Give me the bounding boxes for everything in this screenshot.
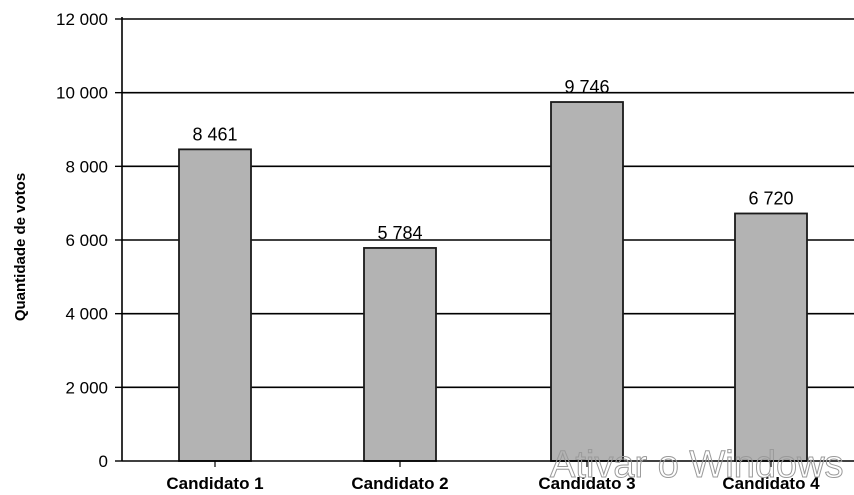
data-label: 6 720 <box>748 188 793 208</box>
y-tick-label: 10 000 <box>56 84 108 103</box>
y-tick-label: 12 000 <box>56 10 108 29</box>
x-tick-label: Candidato 4 <box>722 474 820 493</box>
watermark-text: Ativar o Windows <box>550 444 844 486</box>
axes <box>121 17 854 462</box>
bar <box>550 101 624 462</box>
x-tick-label: Candidato 2 <box>351 474 448 493</box>
data-labels: 8 461 5 784 9 746 6 720 <box>192 77 793 243</box>
data-label: 8 461 <box>192 124 237 144</box>
bar <box>734 212 808 462</box>
y-tick-label: 4 000 <box>65 305 108 324</box>
y-tick-label: 2 000 <box>65 378 108 397</box>
y-tick-label: 8 000 <box>65 157 108 176</box>
bar <box>363 247 437 462</box>
y-tick-labels: 0 2 000 4 000 6 000 8 000 10 000 12 000 <box>56 10 108 471</box>
x-tick-labels: Candidato 1 Candidato 2 Candidato 3 Candida… <box>166 461 820 493</box>
bars <box>178 101 808 462</box>
y-axis-title: Quantidade de votos <box>12 173 29 321</box>
x-tick-label: Candidato 3 <box>538 474 635 493</box>
y-tick-label: 0 <box>99 452 108 471</box>
data-label: 9 746 <box>564 77 609 97</box>
data-label: 5 784 <box>377 223 422 243</box>
x-tick-label: Candidato 1 <box>166 474 263 493</box>
bar <box>178 148 252 462</box>
y-tick-label: 6 000 <box>65 231 108 250</box>
